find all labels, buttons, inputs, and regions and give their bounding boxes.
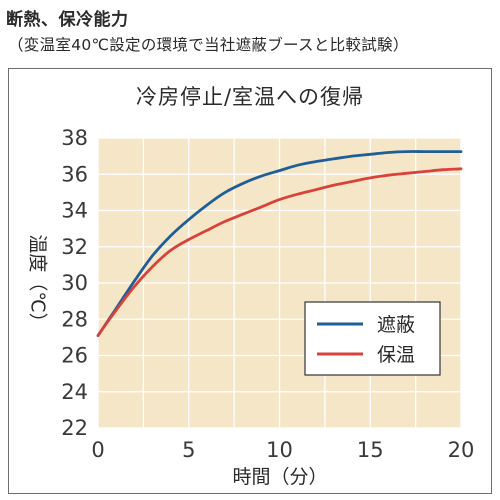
x-tick-label: 15 — [357, 438, 384, 462]
y-tick-label: 24 — [61, 380, 88, 404]
y-tick-label: 28 — [61, 307, 88, 331]
x-tick-label: 10 — [266, 438, 293, 462]
y-tick-label: 34 — [61, 199, 88, 223]
x-tick-label: 0 — [91, 438, 104, 462]
legend-label-2: 保温 — [377, 344, 415, 366]
x-axis-label: 時間（分） — [232, 466, 327, 488]
y-tick-label: 26 — [61, 344, 88, 368]
legend-box — [304, 301, 441, 376]
page-subtitle: （変温室40℃設定の環境で当社遮蔽ブースと比較試験） — [8, 36, 409, 54]
y-tick-label: 32 — [61, 235, 88, 259]
x-tick-label: 20 — [448, 438, 475, 462]
series-line-1 — [96, 150, 463, 337]
chart-title: 冷房停止/室温への復帰 — [136, 85, 364, 109]
y-tick-label: 38 — [61, 126, 88, 150]
y-tick-label: 30 — [61, 271, 88, 295]
series — [96, 150, 463, 337]
y-axis-label: 温度（℃） — [27, 234, 49, 331]
x-tick-label: 5 — [182, 438, 195, 462]
series-line-2 — [96, 167, 463, 337]
page-title: 断熱、保冷能力 — [6, 10, 129, 30]
y-tick-label: 22 — [61, 416, 88, 440]
y-tick-label: 36 — [61, 162, 88, 186]
legend-label-1: 遮蔽 — [377, 314, 415, 336]
tick-labels: 22 24 26 28 30 32 34 36 38 0 5 10 15 20 — [61, 126, 474, 462]
